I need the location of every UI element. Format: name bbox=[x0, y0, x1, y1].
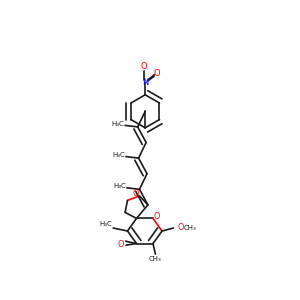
Text: H₃C: H₃C bbox=[99, 220, 112, 226]
Text: O: O bbox=[154, 69, 160, 78]
Text: O: O bbox=[117, 240, 124, 249]
Text: H₃C: H₃C bbox=[112, 152, 125, 158]
Text: CH₃: CH₃ bbox=[183, 225, 196, 231]
Text: H₃C: H₃C bbox=[113, 183, 126, 189]
Text: O: O bbox=[133, 189, 139, 198]
Text: N: N bbox=[142, 78, 148, 87]
Text: CH₃: CH₃ bbox=[149, 256, 162, 262]
Text: H₃C: H₃C bbox=[112, 121, 124, 127]
Text: O: O bbox=[153, 212, 160, 221]
Text: O: O bbox=[177, 224, 184, 232]
Text: O: O bbox=[140, 62, 147, 71]
